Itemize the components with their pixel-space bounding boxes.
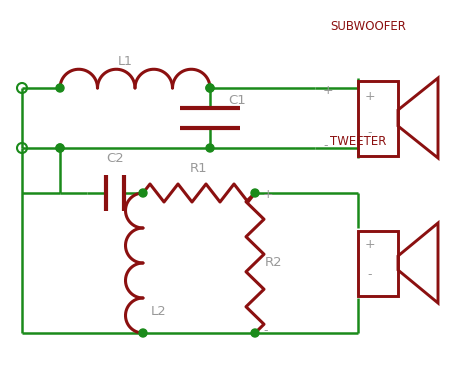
Circle shape xyxy=(56,144,64,152)
Circle shape xyxy=(251,189,259,197)
Text: L2: L2 xyxy=(151,305,167,318)
Text: +: + xyxy=(323,84,334,96)
Text: +: + xyxy=(263,189,273,201)
Text: TWEETER: TWEETER xyxy=(330,135,386,148)
Circle shape xyxy=(56,144,64,152)
Text: L1: L1 xyxy=(118,55,132,68)
Circle shape xyxy=(206,144,214,152)
Text: +: + xyxy=(365,238,375,251)
Text: -: - xyxy=(263,324,267,338)
Text: -: - xyxy=(323,139,328,152)
Circle shape xyxy=(206,84,214,92)
Text: C2: C2 xyxy=(106,152,124,165)
Text: -: - xyxy=(368,126,372,139)
Circle shape xyxy=(56,84,64,92)
Text: -: - xyxy=(368,268,372,281)
Circle shape xyxy=(251,329,259,337)
Text: R1: R1 xyxy=(190,162,208,175)
Circle shape xyxy=(206,84,214,92)
Text: SUBWOOFER: SUBWOOFER xyxy=(330,20,406,33)
Circle shape xyxy=(139,189,147,197)
Text: +: + xyxy=(365,90,375,103)
Text: C1: C1 xyxy=(228,93,246,107)
Text: R2: R2 xyxy=(265,257,283,270)
Circle shape xyxy=(139,329,147,337)
